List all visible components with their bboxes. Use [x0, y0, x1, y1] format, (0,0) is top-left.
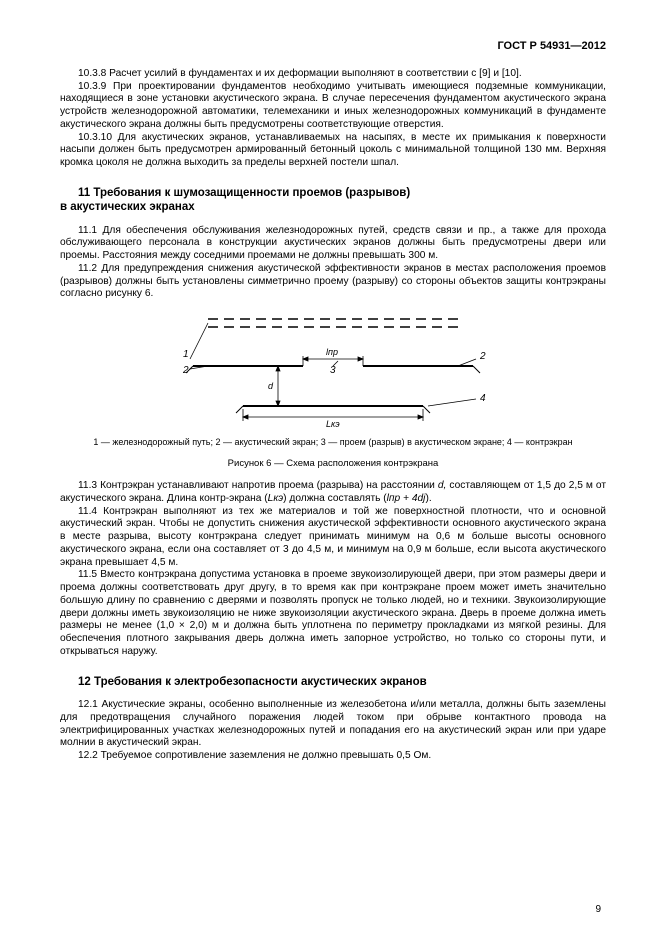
fig6-label-2b: 2 [479, 351, 486, 362]
figure-6-svg: 1 2 2 4 lпр 3 d [168, 311, 498, 431]
para-11-4: 11.4 Контрэкран выполняют из тех же мате… [60, 506, 606, 570]
fig6-d: d [268, 381, 274, 391]
para-11-1: 11.1 Для обеспечения обслуживания железн… [60, 225, 606, 263]
para-10-3-9: 10.3.9 При проектировании фундаментов не… [60, 81, 606, 132]
para-11-5: 11.5 Вместо контрэкрана допустима устано… [60, 569, 606, 658]
para-12-1: 12.1 Акустические экраны, особенно выпол… [60, 699, 606, 750]
para-12-2: 12.2 Требуемое сопротивление заземления … [60, 750, 606, 763]
fig6-label-4: 4 [480, 393, 486, 404]
page: ГОСТ Р 54931—2012 10.3.8 Расчет усилий в… [0, 0, 661, 936]
para-11-3-d: ). [425, 493, 431, 504]
formula-expr: lпр + 4dj [387, 493, 426, 504]
para-11-2: 11.2 Для предупреждения снижения акустич… [60, 263, 606, 301]
para-11-3: 11.3 Контрэкран устанавливают напротив п… [60, 480, 606, 506]
fig6-label-3: 3 [330, 365, 336, 376]
doc-header: ГОСТ Р 54931—2012 [60, 40, 606, 54]
page-number: 9 [595, 904, 601, 917]
section-11-title: 11 Требования к шумозащищенности проемов… [60, 186, 606, 215]
fig6-lke: Lкэ [326, 419, 340, 429]
para-11-3-a: 11.3 Контрэкран устанавливают напротив п… [78, 480, 438, 491]
para-10-3-8: 10.3.8 Расчет усилий в фундаментах и их … [60, 68, 606, 81]
section-11-title-line1: 11 Требования к шумозащищенности проемов… [60, 186, 606, 200]
figure-6-label: Рисунок 6 — Схема расположения контрэкра… [60, 458, 606, 470]
figure-6: 1 2 2 4 lпр 3 d [60, 311, 606, 470]
para-10-3-10: 10.3.10 Для акустических экранов, устана… [60, 132, 606, 170]
section-11-title-line2: в акустических экранах [60, 200, 606, 214]
formula-lke: Lкэ [268, 493, 284, 504]
para-11-3-c: ) должна составлять ( [283, 493, 387, 504]
section-12-title: 12 Требования к электробезопасности акус… [60, 675, 606, 689]
figure-6-caption: 1 — железнодорожный путь; 2 — акустическ… [60, 437, 606, 448]
fig6-label-1: 1 [183, 349, 189, 360]
fig6-label-2: 2 [182, 365, 189, 376]
fig6-lpr: lпр [326, 347, 338, 357]
